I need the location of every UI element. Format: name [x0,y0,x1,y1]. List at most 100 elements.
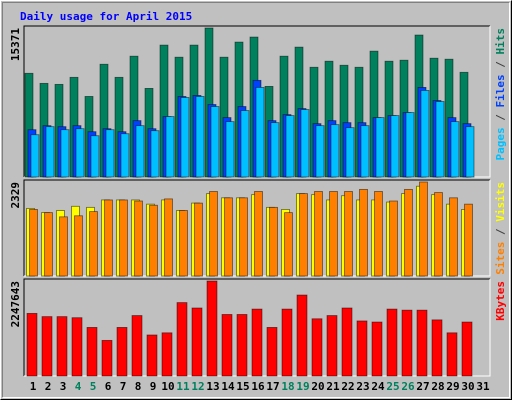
x-tick-label: 8 [135,380,142,393]
bar [236,314,248,377]
x-tick-label: 19 [296,380,309,393]
bar [405,112,415,178]
chart-title: Daily usage for April 2015 [20,10,192,23]
bar [146,334,158,377]
bar [359,188,368,277]
x-tick-label: 10 [161,380,174,393]
bar [210,106,220,178]
bar [134,200,143,277]
legend: Sites / Visits [494,182,507,275]
bar [315,125,325,178]
x-tick-label: 4 [75,380,82,393]
bar [345,127,355,178]
bar [285,115,295,178]
bar [41,316,53,377]
bar [71,317,83,377]
bar [299,193,308,277]
bar [269,206,278,277]
bar [420,90,430,178]
bar [240,110,250,178]
x-tick-label: 29 [446,380,459,393]
bar [86,327,98,377]
bar [419,181,428,277]
bar [89,211,98,277]
legend: Pages / Files / Hits [494,28,507,161]
bar [300,109,310,178]
bar [44,212,53,277]
bar [161,332,173,377]
x-tick-label: 12 [191,380,204,393]
bar [344,191,353,277]
bar [239,197,248,277]
bar [149,204,158,277]
bar [464,203,473,277]
y-tick-label: 2329 [9,182,22,209]
bar [179,210,188,277]
x-tick-label: 18 [281,380,294,393]
bar [401,309,413,377]
bar [209,191,218,277]
x-tick-label: 1 [30,380,37,393]
bar [180,97,190,178]
y-tick-label: 2247643 [9,281,22,327]
bar [296,294,308,377]
x-tick-label: 7 [120,380,127,393]
bar [326,315,338,377]
bar [135,125,145,178]
x-tick-label: 23 [356,380,369,393]
x-tick-label: 15 [236,380,249,393]
bar [360,125,370,178]
bar [59,216,68,277]
bar [314,191,323,277]
bar [104,199,113,277]
bar [119,199,128,277]
bar [164,198,173,277]
bar [176,302,188,377]
bar [461,321,473,377]
y-tick-label: 15371 [9,28,22,61]
bar [74,215,83,277]
x-tick-label: 28 [431,380,444,393]
legend-entry: Sites [494,242,507,275]
legend-entry: Hits [494,28,507,55]
bar [26,312,38,377]
bar [131,315,143,377]
bar [446,332,458,377]
legend-entry: KBytes [494,281,507,321]
legend: KBytes [494,281,507,321]
bar [254,191,263,277]
x-tick-label: 22 [341,380,354,393]
panel-border [23,179,490,276]
bar [90,135,100,178]
bar [329,191,338,277]
bar [374,191,383,277]
bar [60,129,70,178]
bar [270,122,280,178]
legend-separator: / [494,222,507,242]
bar [224,197,233,277]
x-tick-label: 3 [60,380,67,393]
bar [431,319,443,377]
bar [416,309,428,377]
x-tick-label: 9 [150,380,157,393]
bar [165,116,175,178]
bar [120,133,130,178]
bar [251,308,263,377]
x-tick-label: 13 [206,380,219,393]
bar [75,128,85,178]
bar [465,126,475,178]
bar [284,212,293,277]
bar [371,321,383,377]
bar [341,307,353,377]
bar [434,192,443,277]
bar [375,117,385,178]
bar [56,316,68,377]
bar [206,280,218,377]
x-tick-label: 17 [266,380,279,393]
bar [195,96,205,178]
x-tick-label: 11 [176,380,190,393]
bar [356,320,368,377]
